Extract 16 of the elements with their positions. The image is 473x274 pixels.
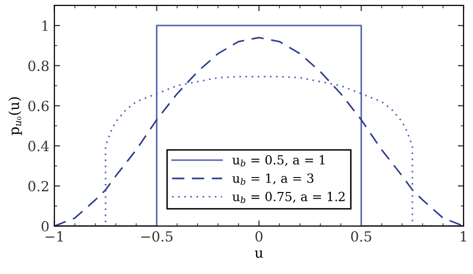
y-tick-label: 1 — [42, 20, 48, 31]
y-tick-label: 0.8 — [28, 60, 49, 72]
legend-label: u$_{b}$ = 0.5, a = 1 — [232, 155, 324, 166]
legend-label: u$_{b}$ = 1, a = 3 — [232, 173, 314, 185]
x-axis-title: u — [254, 250, 263, 258]
x-tick-label: −0.5 — [141, 231, 172, 242]
y-tick-label: 0.2 — [28, 180, 48, 192]
x-tick-label: 0.5 — [351, 231, 372, 242]
x-tick-label: 0 — [255, 231, 262, 242]
x-tick-label: −1 — [46, 231, 63, 242]
y-tick-label: 0.6 — [28, 100, 49, 112]
x-tick-label: 1 — [460, 231, 466, 242]
y-tick-label: 0.4 — [28, 140, 49, 152]
y-tick-label: 0 — [42, 221, 49, 232]
y-axis-title: p$_{u₀}$(u) — [8, 97, 22, 136]
legend-label: u$_{b}$ = 0.75, a = 1.2 — [232, 192, 345, 204]
